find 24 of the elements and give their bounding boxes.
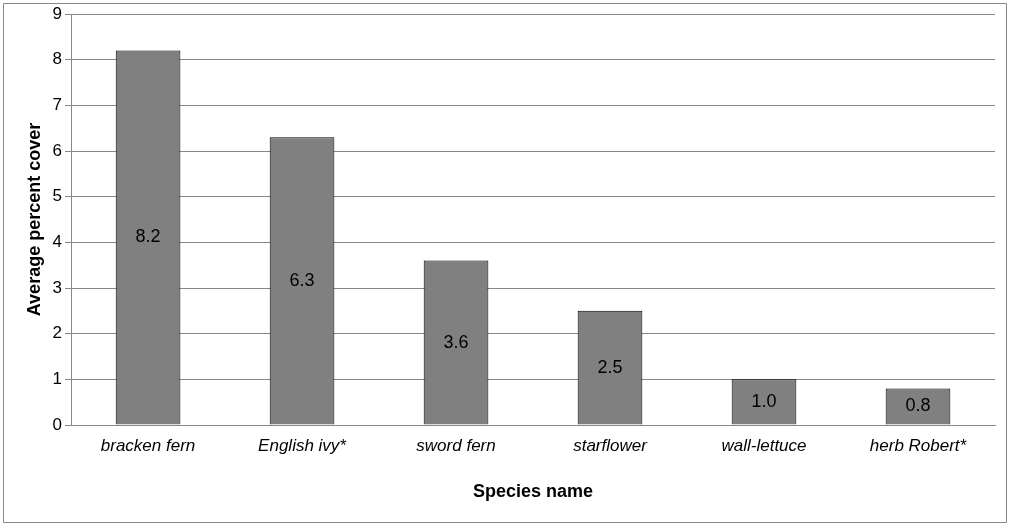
y-tick-label: 5: [52, 186, 63, 206]
data-label: 3.6: [443, 331, 469, 352]
y-tick-label: 0: [52, 414, 63, 434]
x-tick-label: bracken fern: [100, 435, 196, 455]
data-label: 0.8: [905, 395, 931, 416]
data-label: 1.0: [751, 390, 777, 411]
x-tick-label: sword fern: [416, 435, 496, 455]
y-tick-label: 1: [52, 369, 63, 389]
x-tick-label: starflower: [573, 435, 649, 455]
data-label: 8.2: [135, 226, 161, 247]
x-tick-label: herb Robert*: [869, 435, 968, 455]
x-tick-label: wall-lettuce: [721, 435, 807, 455]
data-label: 2.5: [597, 356, 623, 377]
y-tick-label: 6: [52, 140, 63, 160]
y-tick-label: 8: [52, 49, 63, 69]
x-tick-label: English ivy*: [258, 435, 348, 455]
y-tick-label: 4: [52, 232, 63, 252]
y-tick-label: 7: [52, 95, 63, 115]
y-axis-title: Average percent cover: [23, 122, 44, 317]
y-tick-label: 3: [52, 277, 63, 297]
x-axis-title: Species name: [472, 481, 594, 502]
data-label: 6.3: [289, 269, 315, 290]
y-tick-label: 9: [52, 3, 63, 23]
y-tick-label: 2: [52, 323, 63, 343]
